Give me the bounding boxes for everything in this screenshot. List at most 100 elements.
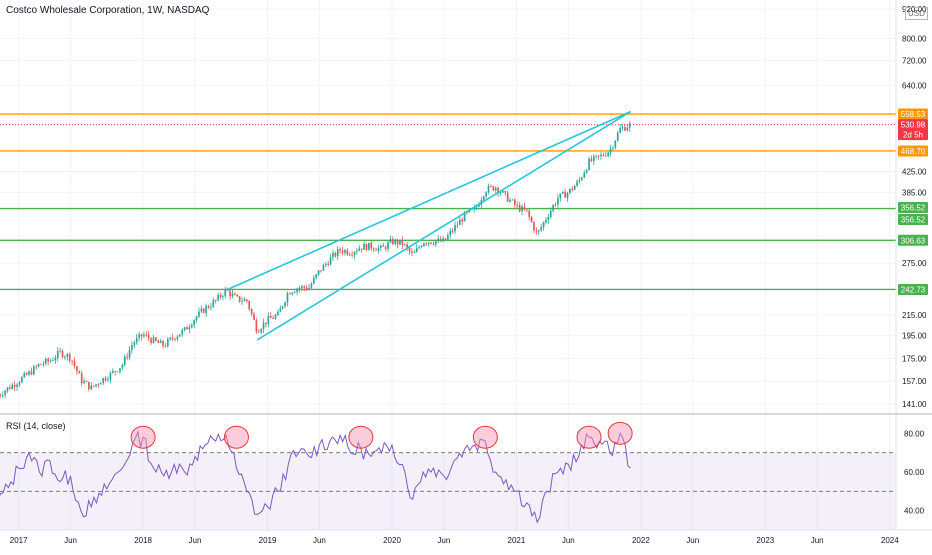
time-tick-label: Jun	[562, 536, 575, 545]
candle-body	[463, 211, 466, 222]
price-tick-label: 920.00	[902, 5, 927, 14]
candle-body	[97, 384, 100, 386]
time-tick-label: Jun	[64, 536, 77, 545]
candle-body	[274, 315, 277, 319]
rsi-peak-circle[interactable]	[472, 425, 498, 449]
candle-body	[80, 373, 83, 384]
trend-lines[interactable]	[225, 110, 631, 341]
candle-body	[473, 207, 476, 210]
candle-body	[624, 127, 626, 131]
candle-body	[590, 158, 593, 161]
candle-body	[245, 299, 248, 302]
candle-body	[432, 243, 435, 245]
rsi-peak-circle[interactable]	[223, 425, 249, 449]
candle-body	[427, 242, 430, 244]
candle-body	[461, 219, 464, 222]
price-label-text: 558.53	[901, 110, 926, 119]
candle-body	[415, 248, 418, 253]
candle-body	[439, 238, 442, 242]
candle-body	[399, 239, 401, 245]
candle-body	[554, 204, 557, 206]
candle-body	[104, 377, 107, 381]
candle-body	[375, 249, 377, 251]
rsi-peak-circle[interactable]	[576, 425, 602, 449]
trend-line[interactable]	[225, 110, 631, 291]
candle-body	[145, 334, 148, 336]
candle-body	[487, 185, 490, 193]
candle-body	[626, 127, 629, 131]
time-tick-label: 2021	[508, 536, 526, 545]
candle-body	[195, 316, 198, 321]
candle-body	[99, 383, 102, 385]
rsi-panel-title[interactable]: RSI (14, close)	[6, 421, 66, 431]
candle-body	[23, 373, 26, 378]
price-tick-label: 425.00	[902, 168, 927, 177]
candle-body	[353, 251, 356, 255]
candle-body	[193, 320, 196, 326]
rsi-peak-circle[interactable]	[130, 425, 156, 449]
candle-body	[123, 356, 126, 365]
horizontal-levels[interactable]	[0, 113, 896, 291]
candle-body	[49, 360, 52, 362]
candle-body	[401, 239, 404, 245]
candle-body	[111, 371, 114, 373]
rsi-peak-circle[interactable]	[348, 425, 374, 449]
candle-body	[47, 358, 50, 362]
candle-body	[509, 199, 511, 202]
candle-body	[521, 206, 523, 212]
candle-body	[167, 339, 169, 347]
candle-body	[592, 156, 595, 161]
candle-body	[595, 155, 598, 157]
candle-body	[607, 152, 610, 156]
time-tick-label: 2024	[881, 536, 899, 545]
candle-body	[497, 187, 499, 193]
candle-body	[511, 199, 514, 201]
candle-body	[600, 154, 602, 157]
candle-body	[391, 239, 394, 244]
currency-badge[interactable]: USD	[905, 7, 928, 20]
trend-line[interactable]	[256, 110, 631, 341]
candle-body	[616, 132, 619, 141]
candle-body	[437, 238, 440, 242]
candle-body	[576, 181, 578, 186]
candle-body	[478, 204, 480, 207]
candle-body	[176, 336, 179, 340]
candle-body	[147, 334, 150, 339]
candle-body	[377, 247, 380, 251]
candle-body	[11, 384, 14, 389]
rsi-circles[interactable]	[130, 421, 633, 449]
candle-body	[90, 385, 93, 390]
candle-body	[324, 263, 327, 265]
candle-body	[547, 217, 550, 220]
candle-body	[289, 293, 291, 295]
candle-body	[557, 198, 559, 205]
candle-body	[447, 235, 449, 240]
candle-body	[212, 300, 215, 307]
candle-body	[494, 187, 497, 191]
candle-body	[56, 350, 59, 358]
rsi-peak-circle[interactable]	[607, 421, 633, 445]
price-label-box	[898, 129, 928, 141]
candle-body	[533, 222, 535, 231]
price-label-box	[898, 283, 928, 295]
price-label-text: 306.63	[901, 236, 926, 245]
time-tick-label: 2023	[756, 536, 774, 545]
price-label-text: 356.52	[901, 216, 926, 225]
candle-body	[545, 219, 547, 223]
candle-body	[327, 263, 330, 265]
candle-body	[523, 206, 526, 210]
candle-body	[614, 140, 617, 148]
candle-body	[66, 353, 69, 357]
candle-body	[370, 242, 373, 249]
candle-body	[164, 346, 167, 347]
candle-body	[322, 264, 325, 271]
candle-body	[16, 384, 18, 387]
price-label-text: 468.70	[901, 147, 926, 156]
candle-body	[535, 230, 538, 232]
candle-body	[219, 294, 222, 298]
candlesticks	[0, 121, 631, 399]
candle-body	[346, 250, 349, 255]
candle-body	[578, 179, 581, 182]
